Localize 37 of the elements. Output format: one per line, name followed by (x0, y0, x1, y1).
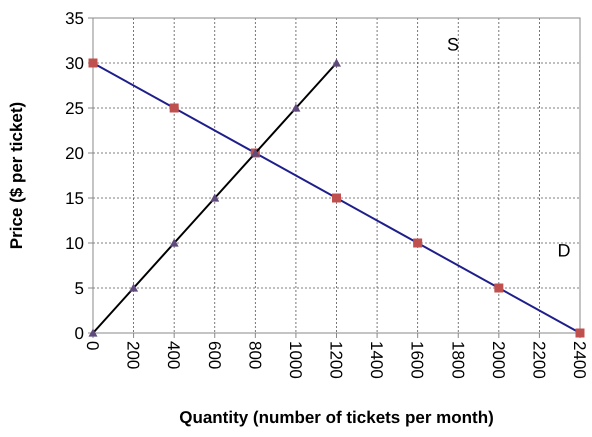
point (332, 58, 341, 67)
point (170, 238, 179, 247)
point (291, 104, 300, 112)
y-tick-label: 10 (65, 234, 84, 253)
x-tick-label: 400 (164, 341, 184, 370)
point (88, 328, 98, 337)
x-tick-label: 1000 (286, 341, 305, 379)
x-tick-label: 1400 (367, 341, 386, 379)
x-tick-label: 2200 (529, 341, 548, 379)
annotation: S (446, 34, 460, 54)
point (129, 284, 138, 292)
y-axis-title: Price ($ per ticket) (7, 102, 26, 250)
point (576, 328, 584, 338)
x-tick-label: 0 (83, 341, 102, 350)
point (170, 104, 179, 112)
x-tick-label: 800 (245, 341, 264, 370)
y-tick-label: 35 (65, 8, 84, 28)
x-tick-label: 1600 (408, 341, 427, 379)
point (413, 238, 422, 248)
y-tick-label: 0 (74, 324, 84, 343)
x-tick-label: 200 (124, 341, 143, 370)
point (332, 194, 341, 202)
x-axis-title: Quantity (number of tickets per month) (179, 408, 494, 427)
x-tick-label: 2400 (570, 341, 590, 379)
x-tick-label: 1200 (326, 341, 346, 379)
y-tick-label: 30 (65, 54, 84, 73)
y-tick-label: 15 (65, 188, 84, 208)
x-tick-label: 2000 (488, 341, 508, 379)
point (494, 284, 504, 292)
x-tick-label: 600 (204, 341, 224, 370)
y-tick-label: 20 (65, 144, 84, 163)
annotation: D (558, 240, 570, 260)
x-tick-label: 1800 (448, 341, 468, 379)
y-tick-label: 5 (74, 278, 84, 298)
point (210, 194, 220, 202)
y-tick-label: 25 (65, 98, 84, 118)
point (88, 58, 98, 68)
